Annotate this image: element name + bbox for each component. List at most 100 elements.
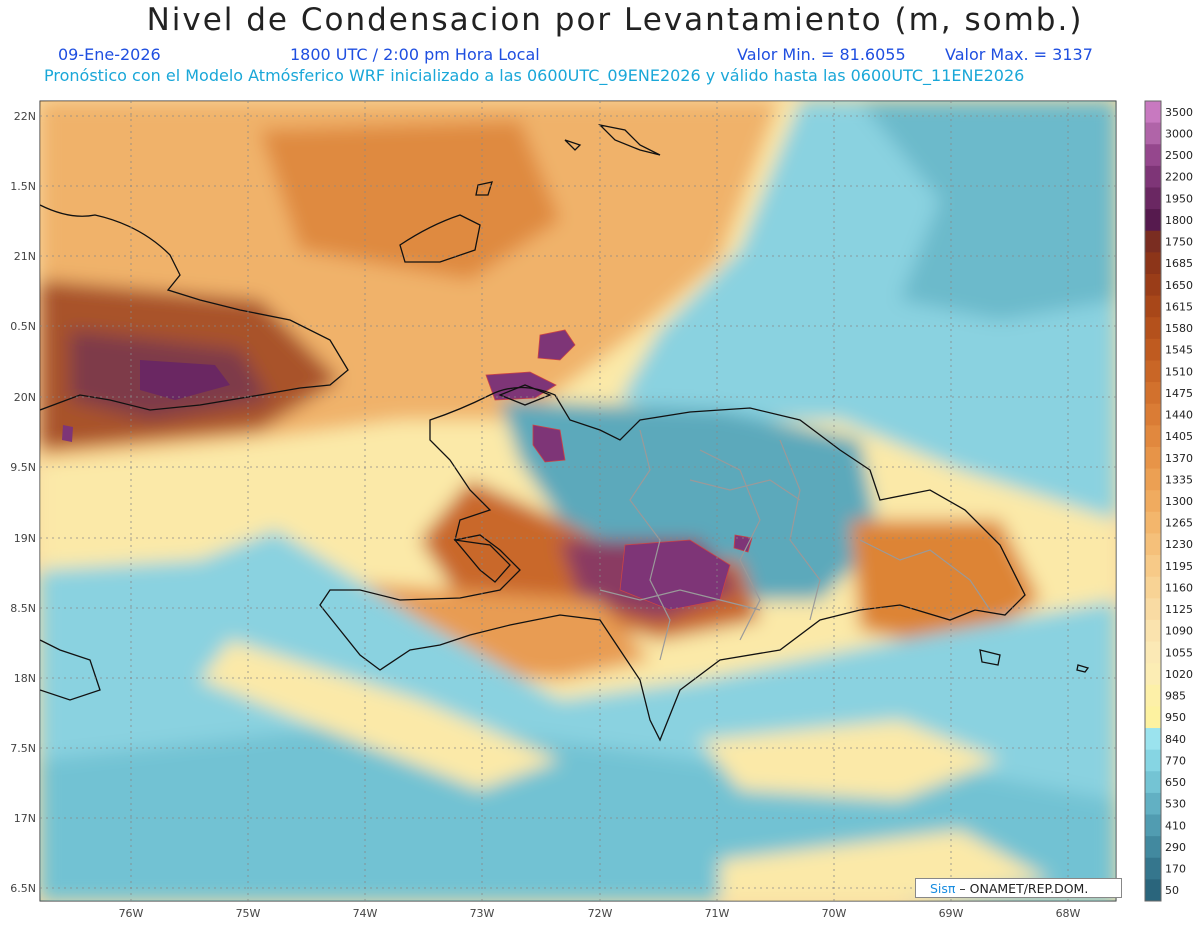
colorbar-swatch	[1145, 338, 1161, 361]
lat-label: 20N	[14, 391, 36, 404]
colorbar-swatch	[1145, 230, 1161, 253]
lon-label: 72W	[588, 907, 613, 920]
colorbar-swatch	[1145, 619, 1161, 643]
lat-label: 17N	[14, 812, 36, 825]
lat-label: 0.5N	[10, 320, 36, 333]
lon-label: 69W	[939, 907, 964, 920]
colorbar-swatch	[1145, 468, 1161, 491]
colorbar-label: 950	[1165, 711, 1186, 724]
colorbar-label: 410	[1165, 819, 1186, 832]
colorbar-label: 1510	[1165, 365, 1193, 378]
colorbar-swatch	[1145, 382, 1161, 405]
forecast-date: 09-Ene-2026	[58, 45, 161, 64]
min-value: Valor Min. = 81.6055	[737, 45, 906, 64]
credit-text: – ONAMET/REP.DOM.	[955, 881, 1089, 896]
colorbar-label: 1230	[1165, 538, 1193, 551]
colorbar-swatch	[1145, 446, 1161, 470]
colorbar-swatch	[1145, 490, 1161, 513]
colorbar-swatch	[1145, 749, 1161, 772]
max-value: Valor Max. = 3137	[945, 45, 1093, 64]
colorbar-swatch	[1145, 857, 1161, 880]
colorbar-swatch	[1145, 576, 1161, 599]
graticule	[40, 101, 1116, 901]
lon-label: 70W	[822, 907, 847, 920]
colorbar-label: 1650	[1165, 279, 1193, 292]
colorbar-label: 1580	[1165, 322, 1193, 335]
model-info: Pronóstico con el Modelo Atmósferico WRF…	[44, 66, 1025, 85]
colorbar-swatch	[1145, 144, 1161, 167]
colorbar-label: 1090	[1165, 625, 1193, 638]
colorbar-swatch	[1145, 295, 1161, 318]
colorbar-label: 1545	[1165, 344, 1193, 357]
colorbar-label: 1335	[1165, 473, 1193, 486]
colorbar-label: 1440	[1165, 409, 1193, 422]
colorbar-label: 1750	[1165, 236, 1193, 249]
colorbar-label: 1160	[1165, 581, 1193, 594]
colorbar-swatch	[1145, 511, 1161, 534]
colorbar-swatch	[1145, 663, 1161, 686]
lon-label: 71W	[705, 907, 730, 920]
colorbar-swatch	[1145, 792, 1161, 816]
longitude-labels: 76W 75W 74W 73W 72W 71W 70W 69W 68W	[119, 907, 1081, 920]
colorbar-label: 290	[1165, 841, 1186, 854]
lat-label: 7.5N	[10, 742, 36, 755]
colorbar-label: 170	[1165, 863, 1186, 876]
lon-label: 68W	[1056, 907, 1081, 920]
colorbar-label: 2200	[1165, 171, 1193, 184]
colorbar-swatch	[1145, 533, 1161, 556]
colorbar-label: 1125	[1165, 603, 1193, 616]
colorbar-label: 1370	[1165, 452, 1193, 465]
colorbar-label: 1800	[1165, 214, 1193, 227]
colorbar-label: 1615	[1165, 300, 1193, 313]
colorbar-swatch	[1145, 209, 1161, 232]
colorbar-label: 1195	[1165, 560, 1193, 573]
colorbar-swatch	[1145, 684, 1161, 707]
lat-label: 18N	[14, 672, 36, 685]
lcl-field	[40, 101, 1116, 901]
colorbar-label: 1475	[1165, 387, 1193, 400]
colorbar-swatch	[1145, 360, 1161, 383]
coastlines	[40, 123, 1090, 742]
latitude-labels: 22N 1.5N 21N 0.5N 20N 9.5N 19N 8.5N 18N …	[10, 110, 36, 895]
colorbar-swatch	[1145, 273, 1161, 297]
colorbar-swatch	[1145, 879, 1161, 902]
colorbar-label: 2500	[1165, 149, 1193, 162]
colorbar-label: 50	[1165, 884, 1179, 897]
colorbar-label: 1020	[1165, 668, 1193, 681]
colorbar-swatch	[1145, 641, 1161, 664]
colorbar-label: 1950	[1165, 192, 1193, 205]
colorbar-swatch	[1145, 728, 1161, 751]
colorbar-label: 3000	[1165, 127, 1193, 140]
colorbar-legend: 3500 3000 2500 2200 1950 1800 1750 1685 1650 1615…	[1144, 100, 1193, 902]
colorbar-label: 1265	[1165, 517, 1193, 530]
colorbar-swatch	[1145, 706, 1161, 729]
forecast-time: 1800 UTC / 2:00 pm Hora Local	[290, 45, 540, 64]
colorbar-swatch	[1145, 317, 1161, 340]
lat-label: 6.5N	[10, 882, 36, 895]
lat-label: 9.5N	[10, 461, 36, 474]
colorbar-label: 770	[1165, 754, 1186, 767]
lat-label: 19N	[14, 532, 36, 545]
lon-label: 76W	[119, 907, 144, 920]
colorbar-swatch	[1145, 252, 1161, 275]
map-title: Nivel de Condensacion por Levantamiento …	[146, 2, 1084, 38]
colorbar-swatch	[1145, 403, 1161, 426]
colorbar-label: 1055	[1165, 646, 1193, 659]
lat-label: 21N	[14, 250, 36, 263]
lat-label: 22N	[14, 110, 36, 123]
colorbar-label: 840	[1165, 733, 1186, 746]
colorbar-label: 1405	[1165, 430, 1193, 443]
lat-label: 8.5N	[10, 602, 36, 615]
sispi-logo-text: Sisπ	[930, 881, 956, 896]
colorbar-swatch	[1145, 555, 1161, 578]
colorbar-swatch	[1145, 122, 1161, 145]
lon-label: 73W	[470, 907, 495, 920]
colorbar-swatch	[1145, 598, 1161, 621]
colorbar-label: 3500	[1165, 106, 1193, 119]
colorbar-label: 1300	[1165, 495, 1193, 508]
colorbar-swatch	[1145, 187, 1161, 210]
colorbar-swatch	[1145, 101, 1161, 124]
colorbar-label: 985	[1165, 690, 1186, 703]
colorbar-swatch	[1145, 165, 1161, 188]
